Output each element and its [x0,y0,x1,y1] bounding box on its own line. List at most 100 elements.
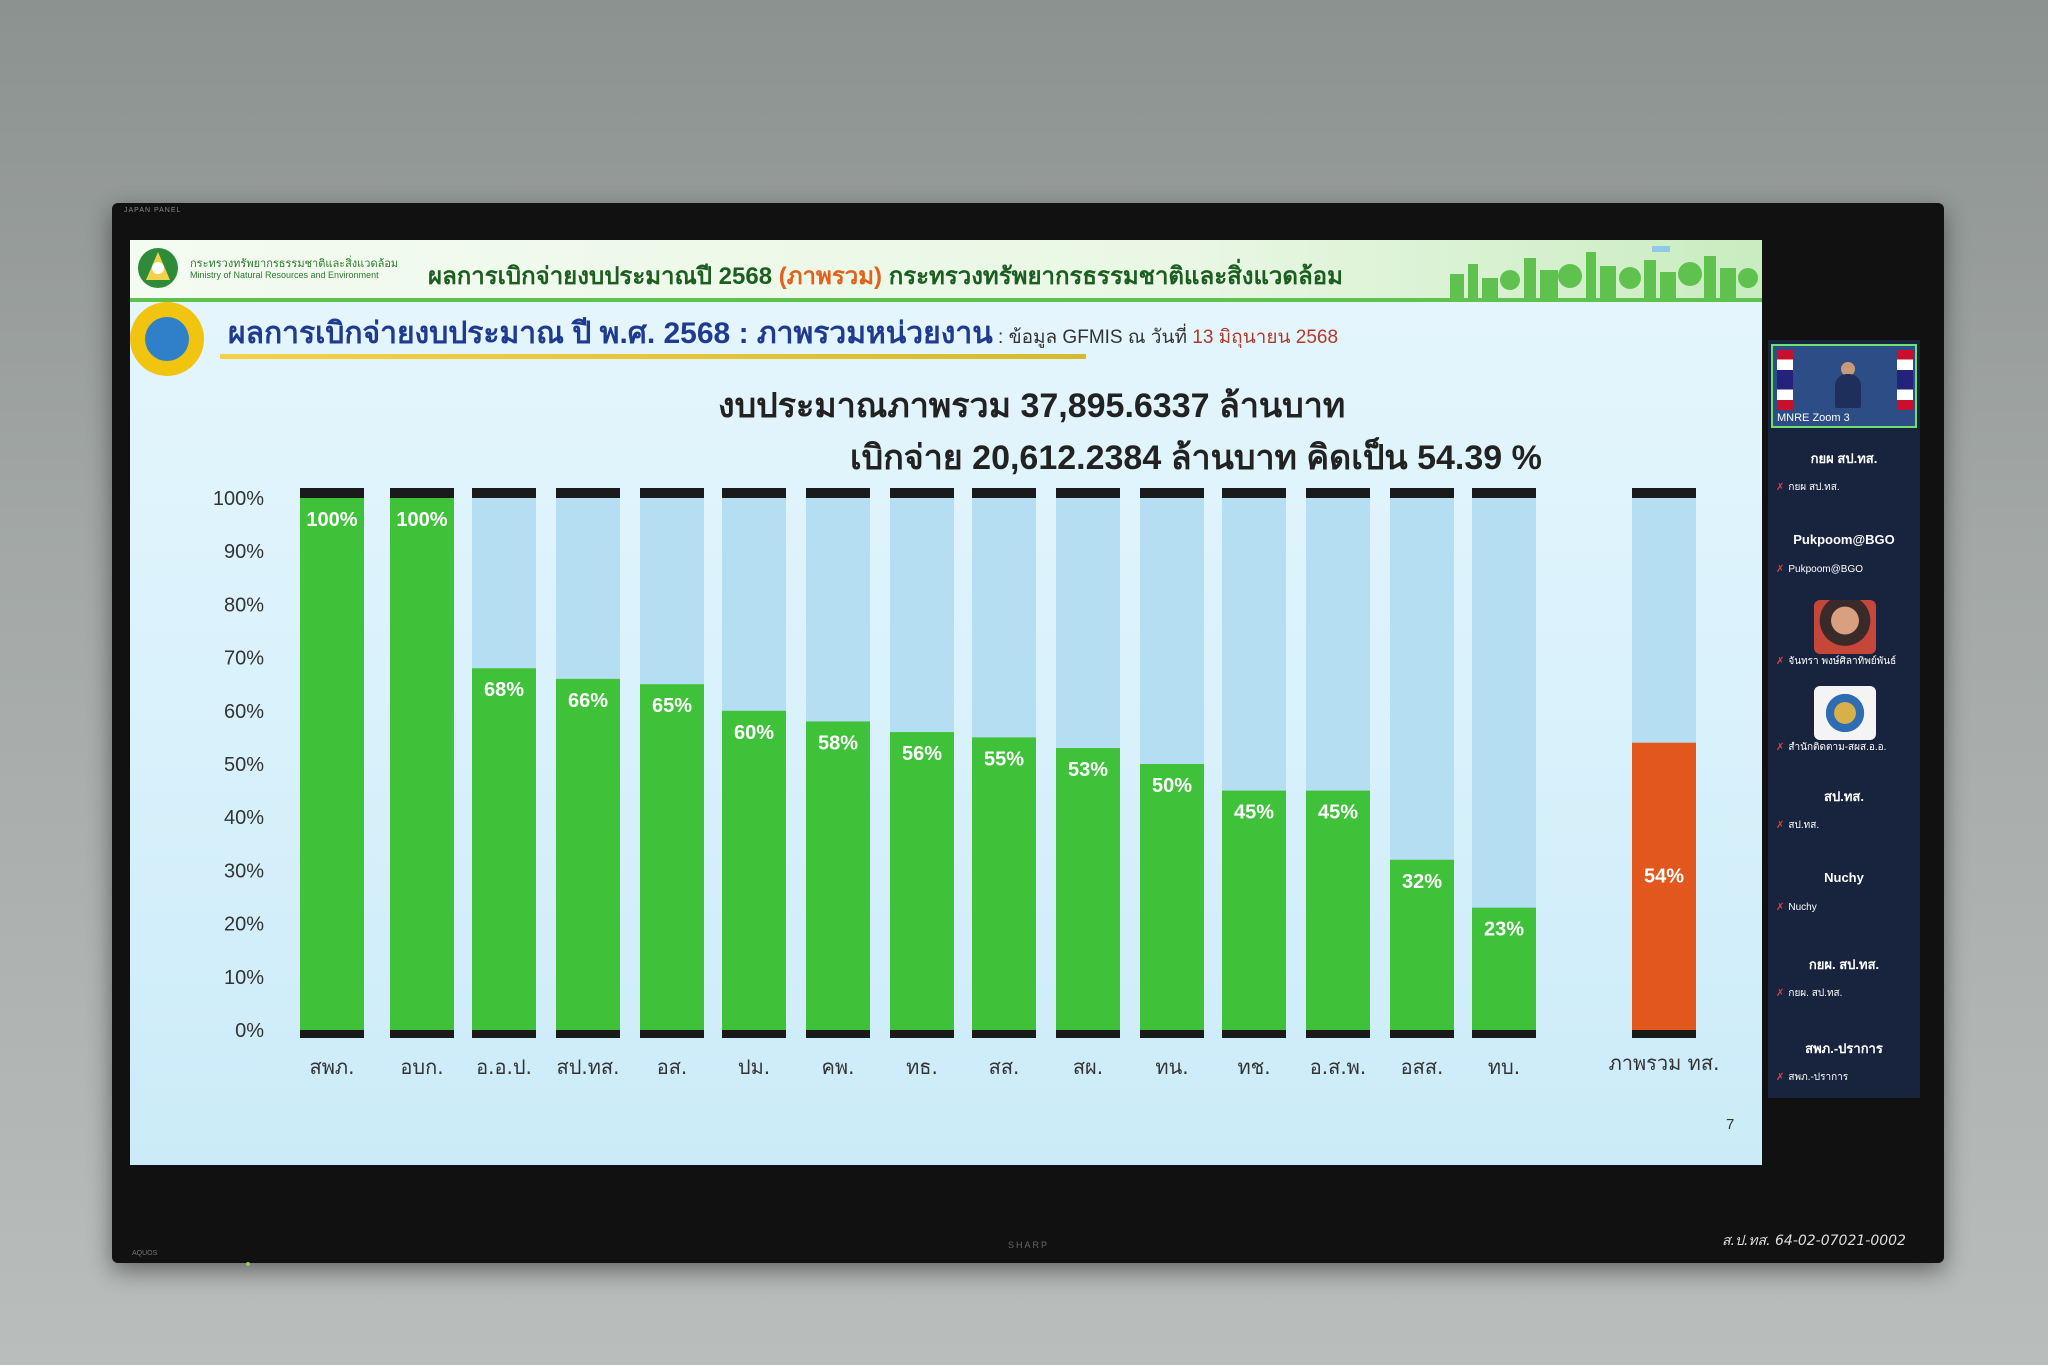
participant-tag[interactable]: ✗ จันทรา พงษ์ศิลาทิพย์พันธ์ [1776,654,1896,669]
chart-document-icon [145,317,189,361]
bar-bottom-cap [1390,1030,1454,1038]
participant-tag[interactable]: ✗ กยผ. สป.ทส. [1776,986,1842,1001]
bar-value-label: 68% [484,679,524,701]
bar-value-label: 100% [306,509,357,531]
bar-value-label: 32% [1402,871,1442,893]
bar-bottom-cap [300,1030,364,1038]
participant-name: Pukpoom@BGO [1793,532,1895,547]
participant-tag[interactable]: ✗ สป.ทส. [1776,818,1819,833]
thai-flag-icon [1897,350,1913,410]
banner-title: ผลการเบิกจ่ายงบประมาณปี 2568 (ภาพรวม) กร… [428,256,1343,295]
participant-tag[interactable]: ✗ สำนักติดตาม-สผส.อ.อ. [1776,740,1886,755]
zoom-participants-panel[interactable]: MNRE Zoom 3 กยผ สป.ทส. ✗ กยผ สป.ทส. Pukpoom… [1768,340,1920,1098]
participant-tag-label: สำนักติดตาม-สผส.อ.อ. [1788,742,1887,753]
participant-tag[interactable]: ✗ กยผ สป.ทส. [1776,480,1840,495]
x-category-label: สผ. [1073,1055,1103,1079]
bar-value [556,678,620,1030]
y-tick-label: 70% [224,648,264,670]
muted-microphone-icon: ✗ [1776,902,1785,913]
slide-banner: กระทรวงทรัพยากรธรรมชาติและสิ่งแวดล้อม Mi… [130,240,1762,302]
x-category-label: ทน. [1155,1055,1188,1079]
bar-value-label: 55% [984,748,1024,770]
participant-name: กยผ สป.ทส. [1810,451,1878,466]
participant-tag-label: สป.ทส. [1788,820,1820,831]
participant-name: สป.ทส. [1824,789,1864,804]
bar-bottom-cap [1472,1030,1536,1038]
bar-value [640,684,704,1030]
x-category-label: ทธ. [906,1055,938,1079]
bar-value [300,498,364,1030]
participant-tag[interactable]: ✗ Nuchy [1776,902,1817,913]
bar-value [1140,764,1204,1030]
bar-value-label: 45% [1234,802,1274,824]
speaker-head [1841,362,1855,376]
participant-avatar[interactable] [1814,686,1876,740]
bar-value-label: 56% [902,743,942,765]
bar-value-label: 23% [1484,919,1524,941]
participant-tag-label: กยผ. สป.ทส. [1788,988,1843,999]
bar-top-cap [806,488,870,498]
bar-top-cap [556,488,620,498]
bar-bottom-cap [1140,1030,1204,1038]
bar-value [890,732,954,1030]
section-title: ผลการเบิกจ่ายงบประมาณ ปี พ.ศ. 2568 : ภาพ… [228,310,1338,357]
disbursed-budget-text: เบิกจ่าย 20,612.2384 ล้านบาท คิดเป็น 54.… [850,439,1542,477]
bar-value-label: 100% [396,509,447,531]
title-underline [220,354,1086,359]
y-tick-label: 60% [224,701,264,723]
bar-top-cap [890,488,954,498]
speaker-body [1835,374,1861,408]
bar-value-label: 53% [1068,759,1108,781]
x-category-label: สป.ทส. [556,1055,619,1079]
city-skyline-icon [1450,246,1758,298]
participant-tag[interactable]: ✗ Pukpoom@BGO [1776,564,1863,575]
bar-bottom-cap [806,1030,870,1038]
bar-value-label: 58% [818,732,858,754]
participant-tag-label: Nuchy [1788,902,1817,913]
bar-top-cap [1472,488,1536,498]
participant-tag-label: Pukpoom@BGO [1788,564,1864,575]
y-tick-label: 50% [224,754,264,776]
bar-value [722,710,786,1030]
section-data-source: : ข้อมูล GFMIS ณ วันที่ [992,327,1193,348]
tv-brand-logo: SHARP [1008,1240,1050,1250]
x-category-label: ทช. [1237,1055,1270,1079]
bar-value [472,668,536,1030]
bar-value-label: 54% [1644,866,1684,888]
bar-top-cap [1306,488,1370,498]
participant-name: กยผ. สป.ทส. [1808,957,1880,972]
bar-value-label: 60% [734,722,774,744]
y-tick-label: 40% [224,807,264,829]
thai-flag-icon [1777,350,1793,410]
bar-value [1390,859,1454,1030]
zoom-active-video[interactable]: MNRE Zoom 3 [1771,344,1917,428]
participant-avatar[interactable] [1814,600,1876,654]
bar-value [1472,907,1536,1030]
bar-bottom-cap [722,1030,786,1038]
bar-top-cap [722,488,786,498]
participant-tag[interactable]: ✗ สพภ.-ปราการ [1776,1070,1848,1085]
y-tick-label: 10% [224,967,264,989]
y-tick-label: 20% [224,914,264,936]
bar-value-label: 66% [568,690,608,712]
x-category-label: คพ. [822,1055,855,1079]
bar-value [1306,790,1370,1030]
bar-bottom-cap [472,1030,536,1038]
y-tick-label: 80% [224,594,264,616]
disbursement-bar-chart: 0% 10% 20% 30% 40% 50% 60% 70% 80% 90% 100% 100% สพภ… [213,488,1719,1079]
bar-top-cap [1632,488,1696,498]
banner-title-part2: กระทรวงทรัพยากรธรรมชาติและสิ่งแวดล้อม [882,263,1343,290]
participant-tag-label: จันทรา พงษ์ศิลาทิพย์พันธ์ [1788,656,1897,667]
bar-top-cap [390,488,454,498]
bar-value [806,721,870,1030]
bar-value [1632,742,1696,1030]
bar-bottom-cap [1306,1030,1370,1038]
y-tick-label: 30% [224,860,264,882]
ministry-name-thai: กระทรวงทรัพยากรธรรมชาติและสิ่งแวดล้อม [190,258,399,270]
total-budget-text: งบประมาณภาพรวม 37,895.6337 ล้านบาท [718,387,1346,425]
muted-microphone-icon: ✗ [1776,820,1785,831]
asset-label: ส.ป.ทส. 64-02-07021-0002 [1722,1233,1906,1249]
bar-bottom-cap [640,1030,704,1038]
participant-name: Nuchy [1824,870,1864,885]
section-data-date: 13 มิถุนายน 2568 [1192,327,1339,348]
